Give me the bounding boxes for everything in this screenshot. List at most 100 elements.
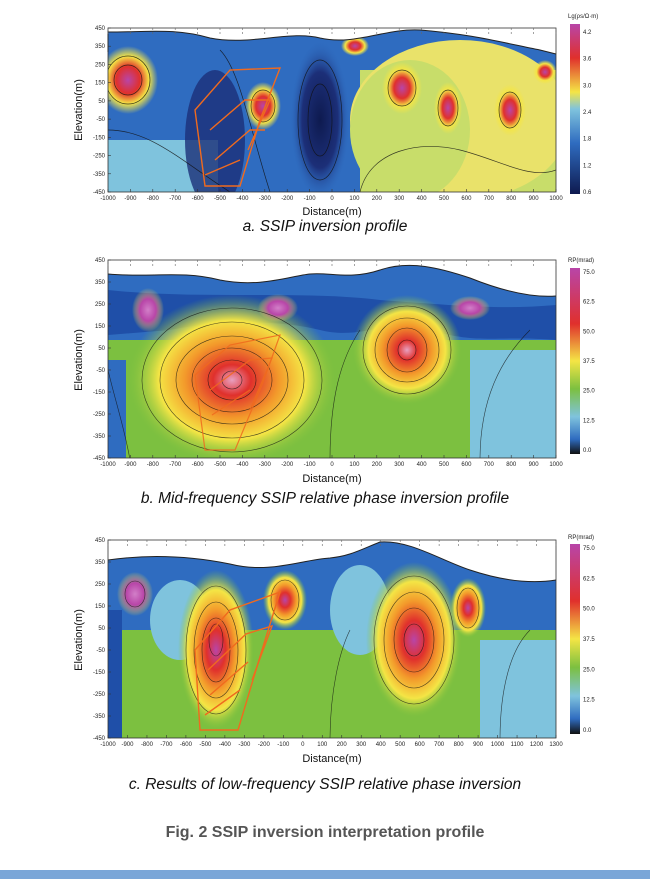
x-tick-label: -600 (180, 742, 193, 748)
colorbar-tick-label: 25.0 (583, 667, 595, 673)
x-tick-label: 100 (317, 742, 328, 748)
y-tick-label: -350 (93, 172, 106, 178)
y-tick-label: 150 (95, 604, 106, 610)
y-tick-label: -250 (93, 412, 106, 418)
y-tick-label: -150 (93, 390, 106, 396)
panel-a-interpretation-lines (194, 67, 282, 187)
x-tick-label: -200 (281, 462, 294, 468)
x-tick-label: 200 (372, 462, 383, 468)
panel-a-xlabel: Distance(m) (302, 206, 361, 218)
x-tick-label: 600 (461, 462, 472, 468)
y-tick-label: 150 (95, 81, 106, 87)
x-tick-label: 900 (529, 196, 540, 202)
panel-b-x-ticks: -1000 -900 -800 -700 -600 -500 -400 -300 -200 -10… (100, 260, 563, 468)
x-tick-label: 300 (394, 462, 405, 468)
y-tick-label: -250 (93, 692, 106, 698)
y-tick-label: 50 (98, 99, 105, 105)
panel-b-field (108, 265, 556, 458)
panel-c-ylabel: Elevation(m) (73, 609, 85, 671)
x-tick-label: -100 (304, 462, 317, 468)
x-tick-label: 300 (394, 196, 405, 202)
colorbar-tick-label: 50.0 (583, 607, 595, 613)
y-tick-label: -450 (93, 190, 106, 196)
y-tick-label: 450 (95, 538, 106, 544)
y-tick-label: 50 (98, 346, 105, 352)
colorbar-tick-label: 2.4 (583, 110, 592, 116)
colorbar-tick-label: 0.6 (583, 190, 592, 196)
y-tick-label: 450 (95, 258, 106, 264)
colorbar-tick-label: 3.0 (583, 83, 592, 89)
panel-c-xlabel: Distance(m) (302, 753, 361, 765)
colorbar-tick-label: 75.0 (583, 546, 595, 552)
y-tick-label: -350 (93, 714, 106, 720)
x-tick-label: -100 (277, 742, 290, 748)
panel-a-field (108, 29, 556, 192)
x-tick-label: 1000 (491, 742, 505, 748)
x-tick-label: 500 (439, 196, 450, 202)
panel-a-x-ticks: -1000 -900 -800 -700 -600 -500 -400 -300 -200 -10… (100, 28, 563, 202)
panel-a-colorbar (570, 24, 580, 194)
x-tick-label: 600 (461, 196, 472, 202)
colorbar-tick-label: 4.2 (583, 30, 592, 36)
panel-b-colorbar-title: RP(mrad) (568, 258, 594, 264)
panel-a-ylabel: Elevation(m) (73, 79, 85, 141)
panel-b-xlabel: Distance(m) (302, 473, 361, 485)
x-tick-label: 1200 (530, 742, 544, 748)
panel-a-colorbar-title: Lg(ρs/Ω·m) (568, 14, 598, 20)
x-tick-label: -500 (214, 462, 227, 468)
x-tick-label: -700 (169, 462, 182, 468)
panel-c-colorbar (570, 544, 580, 734)
colorbar-tick-label: 37.5 (583, 359, 595, 365)
colorbar-tick-label: 12.5 (583, 698, 595, 704)
x-tick-label: -900 (121, 742, 134, 748)
x-tick-label: -200 (258, 742, 271, 748)
x-tick-label: 0 (330, 196, 334, 202)
panel-c-interpretation-lines (194, 590, 282, 731)
panel-b: 450 350 250 150 50 -50 -150 -250 -350 -450 -1000-… (0, 250, 650, 515)
colorbar-tick-label: 62.5 (583, 576, 595, 582)
y-tick-label: -450 (93, 456, 106, 462)
y-tick-label: -150 (93, 670, 106, 676)
x-tick-label: 200 (372, 196, 383, 202)
panel-b-colorbar-ticks: 75.0 62.5 50.0 37.5 25.0 12.5 0.0 (583, 270, 595, 454)
x-tick-label: -800 (147, 462, 160, 468)
panel-b-y-ticks: 450 350 250 150 50 -50 -150 -250 -350 -450 (93, 258, 111, 462)
x-tick-label: -200 (281, 196, 294, 202)
x-tick-label: -300 (238, 742, 251, 748)
x-tick-label: 700 (484, 196, 495, 202)
x-tick-label: 800 (454, 742, 465, 748)
x-tick-label: 0 (301, 742, 305, 748)
x-tick-label: 0 (330, 462, 334, 468)
panel-b-colorbar (570, 268, 580, 454)
colorbar-tick-label: 62.5 (583, 300, 595, 306)
x-tick-label: 200 (337, 742, 348, 748)
x-tick-label: 400 (376, 742, 387, 748)
x-tick-label: 500 (395, 742, 406, 748)
colorbar-tick-label: 25.0 (583, 389, 595, 395)
y-tick-label: 450 (95, 26, 106, 32)
x-tick-label: 300 (356, 742, 367, 748)
x-tick-label: -600 (192, 196, 205, 202)
y-tick-label: 350 (95, 44, 106, 50)
panel-c-field (108, 541, 556, 738)
x-tick-label: -1000 (100, 742, 116, 748)
x-tick-label: 100 (349, 196, 360, 202)
x-tick-label: 900 (529, 462, 540, 468)
x-tick-label: 1000 (549, 462, 563, 468)
x-tick-label: -500 (214, 196, 227, 202)
x-tick-label: -400 (236, 462, 249, 468)
y-tick-label: -50 (96, 648, 105, 654)
x-tick-label: 700 (434, 742, 445, 748)
x-tick-label: 500 (439, 462, 450, 468)
x-tick-label: 800 (506, 196, 517, 202)
panel-a-colorbar-ticks: 4.2 3.6 3.0 2.4 1.8 1.2 0.6 (583, 30, 592, 196)
y-tick-label: -50 (96, 117, 105, 123)
x-tick-label: 1300 (549, 742, 563, 748)
panel-c-x-ticks: -1000 -900 -800 -700 -600 -500 -400 -300 -200 -10… (100, 540, 563, 748)
panel-b-caption: b. Mid-frequency SSIP relative phase inv… (140, 490, 510, 507)
x-tick-label: -300 (259, 196, 272, 202)
panel-c-colorbar-ticks: 75.0 62.5 50.0 37.5 25.0 12.5 0.0 (583, 546, 595, 734)
x-tick-label: -400 (236, 196, 249, 202)
x-tick-label: -700 (169, 196, 182, 202)
